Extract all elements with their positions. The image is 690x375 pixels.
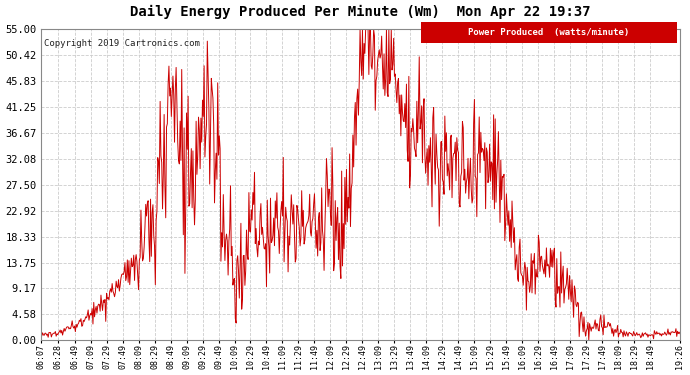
Text: Copyright 2019 Cartronics.com: Copyright 2019 Cartronics.com	[44, 39, 200, 48]
Title: Daily Energy Produced Per Minute (Wm)  Mon Apr 22 19:37: Daily Energy Produced Per Minute (Wm) Mo…	[130, 5, 591, 19]
